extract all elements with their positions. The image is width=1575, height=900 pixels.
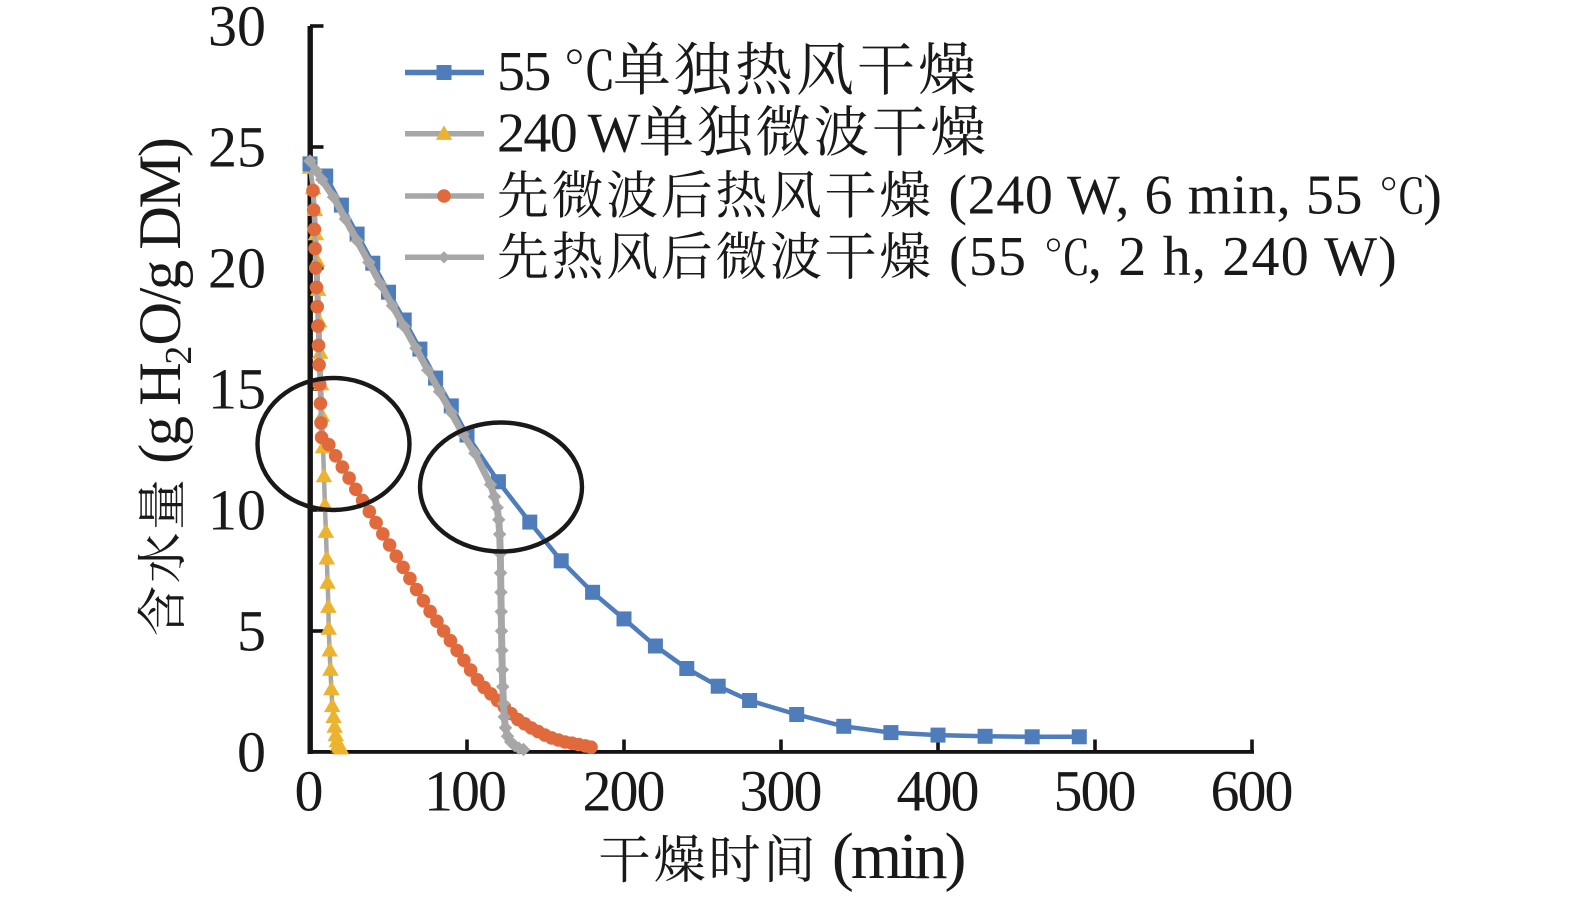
svg-text:240 W: 240 W [497,102,641,164]
svg-text:0: 0 [295,759,322,824]
svg-text:, 2 h, 240 W): , 2 h, 240 W) [1088,226,1398,288]
svg-text:30: 30 [208,0,266,58]
svg-text:(240 W, 6 min, 55: (240 W, 6 min, 55 [934,165,1378,227]
svg-text:200: 200 [583,759,664,824]
svg-text:400: 400 [897,759,978,824]
svg-text:100: 100 [424,759,505,824]
svg-text:O/g DM): O/g DM) [127,139,194,345]
svg-text:15: 15 [208,356,266,421]
svg-text:20: 20 [208,235,266,300]
svg-text:2: 2 [158,346,200,365]
svg-text:500: 500 [1054,759,1135,824]
svg-text:300: 300 [740,759,821,824]
svg-text:25: 25 [208,114,266,179]
svg-text:(55: (55 [934,226,1043,288]
svg-text:10: 10 [208,477,266,542]
svg-text:(g H: (g H [127,364,194,477]
svg-text:55: 55 [497,41,562,103]
svg-text:5: 5 [237,598,266,663]
svg-text:(min): (min) [818,820,964,893]
svg-text:): ) [1423,165,1442,227]
svg-text:600: 600 [1211,759,1292,824]
svg-text:0: 0 [237,719,266,784]
